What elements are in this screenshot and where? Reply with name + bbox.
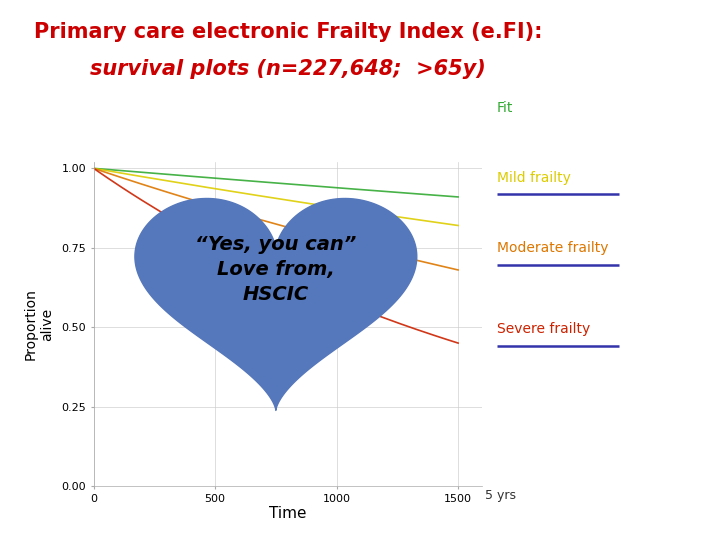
Text: “Yes, you can”
Love from,
HSCIC: “Yes, you can” Love from, HSCIC — [195, 235, 356, 305]
Text: Moderate frailty: Moderate frailty — [497, 241, 608, 255]
X-axis label: Time: Time — [269, 507, 307, 522]
Text: Severe frailty: Severe frailty — [497, 322, 590, 336]
Text: Mild frailty: Mild frailty — [497, 171, 571, 185]
Text: Primary care electronic Frailty Index (e.FI):: Primary care electronic Frailty Index (e… — [34, 22, 542, 42]
Y-axis label: Proportion
alive: Proportion alive — [24, 288, 54, 360]
Polygon shape — [135, 199, 417, 410]
Text: survival plots (n=227,648;  >65y): survival plots (n=227,648; >65y) — [90, 59, 486, 79]
Text: Fit: Fit — [497, 101, 513, 115]
Text: 5 yrs: 5 yrs — [485, 489, 516, 502]
